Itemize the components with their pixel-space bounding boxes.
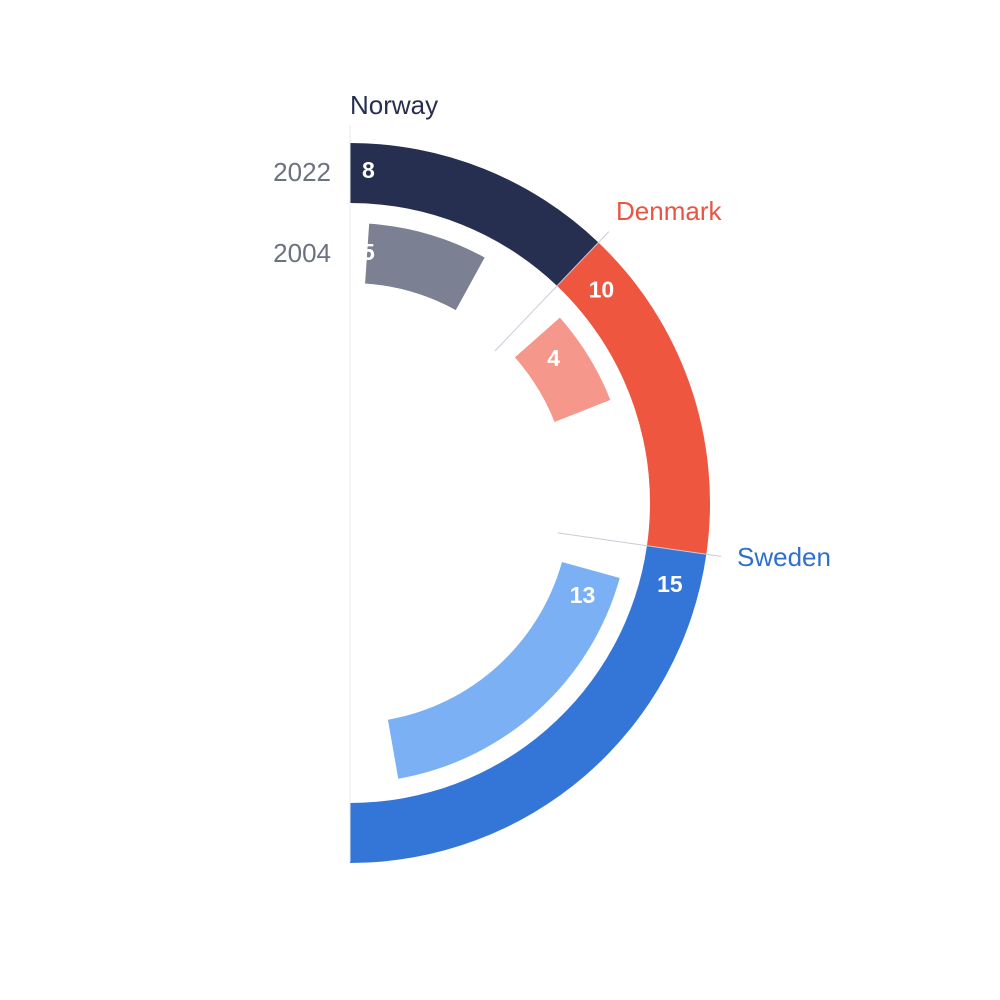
labels-group: 8 10 15 5 4 13 Norway Denmark Sweden 2022 2004 [273, 90, 831, 608]
bar-norway-2004 [365, 223, 485, 311]
category-label-sweden: Sweden [737, 542, 831, 572]
segments-group [350, 143, 710, 863]
value-label-sweden-2004: 13 [570, 582, 596, 608]
bar-denmark-2004 [514, 317, 611, 423]
value-label-norway-2022: 8 [362, 157, 375, 183]
bar-norway-2022 [350, 143, 599, 286]
category-label-norway: Norway [350, 90, 438, 120]
value-label-denmark-2004: 4 [547, 345, 560, 371]
bar-denmark-2022 [557, 242, 710, 555]
separators-group [349, 125, 722, 862]
value-label-sweden-2022: 15 [657, 571, 683, 597]
category-label-denmark: Denmark [616, 196, 722, 226]
value-label-norway-2004: 5 [362, 239, 375, 265]
separator-2 [557, 532, 722, 557]
series-label-2004: 2004 [273, 238, 331, 268]
series-label-2022: 2022 [273, 157, 331, 187]
value-label-denmark-2022: 10 [589, 276, 615, 302]
bar-sweden-2022 [350, 545, 707, 863]
bar-sweden-2004 [387, 561, 620, 779]
separator-1 [494, 231, 610, 352]
